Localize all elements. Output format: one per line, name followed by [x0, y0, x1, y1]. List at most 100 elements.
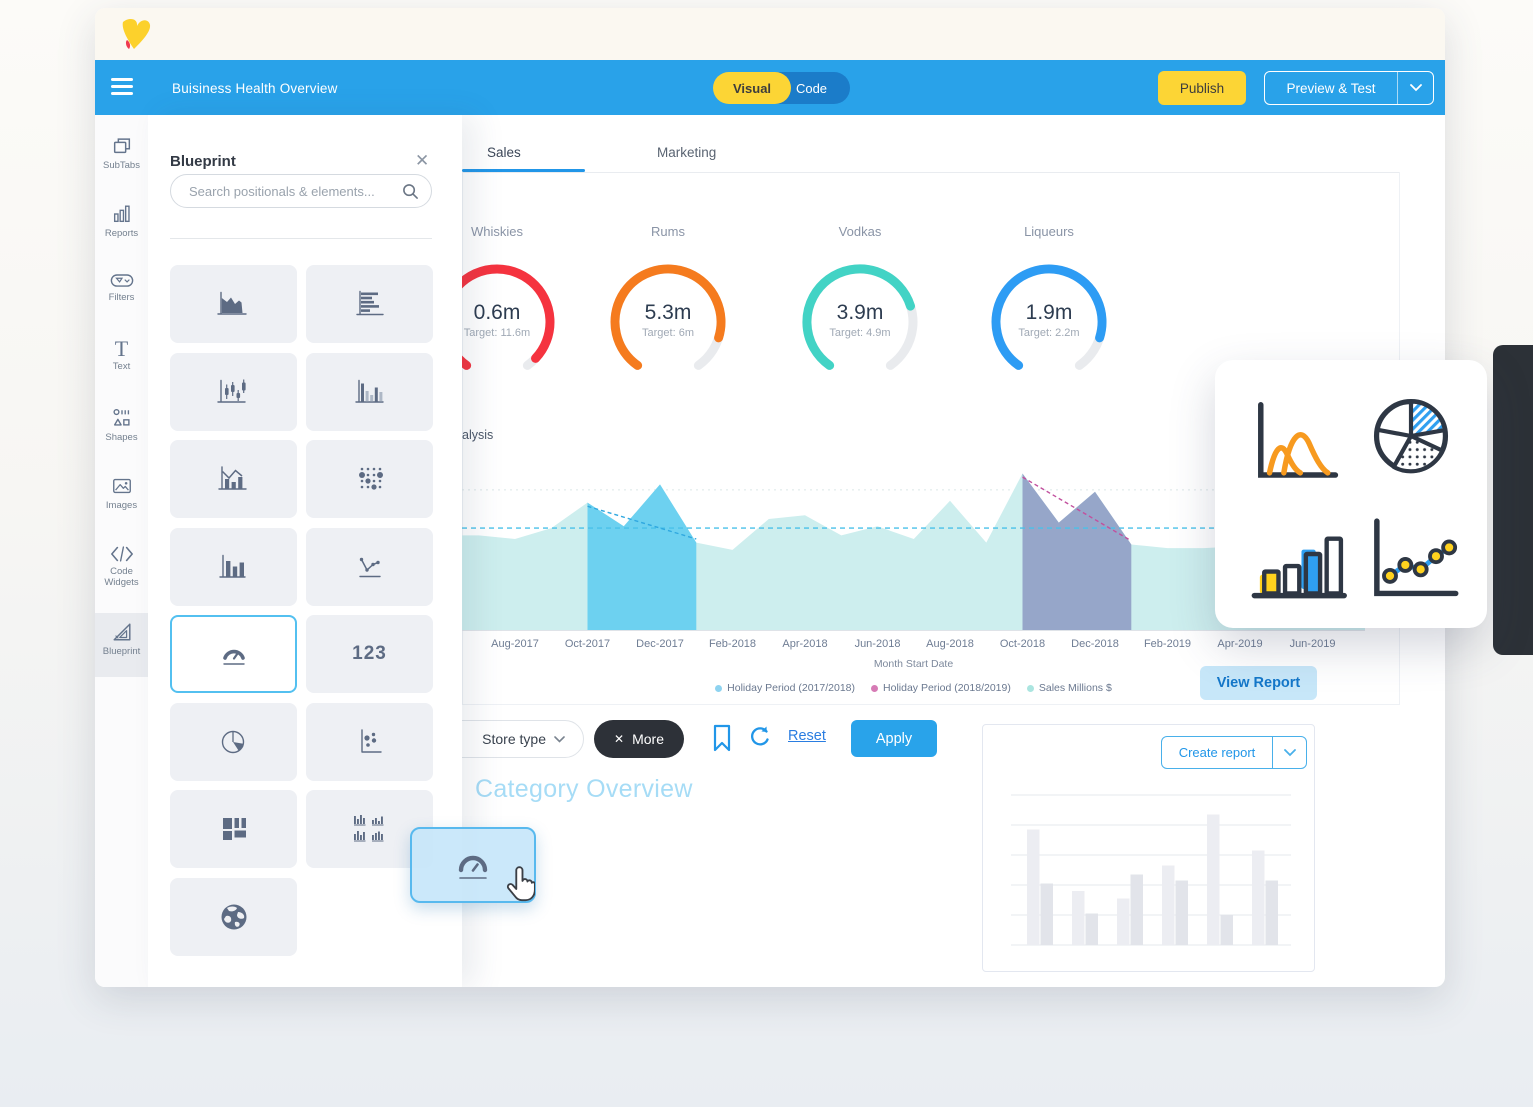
bar-chart-icon: [218, 554, 246, 578]
shapes-icon: [112, 408, 130, 426]
tile-bar-chart[interactable]: [170, 528, 297, 606]
sidebar-item-filters[interactable]: Filters: [95, 265, 148, 327]
area-chart-icon: [216, 291, 247, 315]
tab-marketing[interactable]: Marketing: [657, 145, 717, 160]
sidebar-item-blueprint[interactable]: Blueprint: [95, 613, 148, 677]
sales-area-chart[interactable]: [462, 448, 1365, 630]
panel-divider: [170, 238, 432, 239]
more-label: More: [632, 731, 664, 747]
sidebar-label: Images: [105, 500, 138, 511]
tile-column-chart[interactable]: [306, 353, 433, 431]
search-input[interactable]: [187, 182, 402, 200]
sidebar-item-text[interactable]: T Text: [95, 333, 148, 395]
gauge-target: Target: 2.2m: [1018, 327, 1080, 339]
sidebar-item-code-widgets[interactable]: Code Widgets: [95, 537, 148, 611]
code-toggle-label: Code: [795, 80, 828, 96]
sidebar-item-shapes[interactable]: Shapes: [95, 401, 148, 463]
images-icon: [112, 478, 131, 494]
chart-legend: Holiday Period (2017/2018) Holiday Period…: [462, 682, 1365, 694]
x-tick-label: Dec-2017: [636, 638, 684, 650]
tabs-divider: [462, 172, 1400, 173]
tile-treemap[interactable]: [170, 790, 297, 868]
tile-candlestick-chart[interactable]: [170, 353, 297, 431]
gauge-title: Liqueurs: [1024, 224, 1074, 239]
tile-pie-chart[interactable]: [170, 703, 297, 781]
x-tick-label: Aug-2018: [926, 638, 974, 650]
horizontal-bar-chart-icon: [355, 290, 384, 316]
treemap-icon: [222, 818, 246, 840]
preview-test-button[interactable]: Preview & Test: [1264, 71, 1434, 105]
gauge-title: Whiskies: [470, 224, 524, 239]
panel-title: Blueprint: [170, 153, 236, 170]
x-tick-label: Oct-2017: [564, 638, 611, 650]
sidebar-label: Code Widgets: [104, 566, 139, 588]
sidebar-label: Shapes: [105, 432, 138, 443]
gauge-target: Target: 4.9m: [829, 327, 891, 339]
gauge-value: 0.6m: [473, 301, 521, 324]
panel-close-icon[interactable]: ✕: [415, 151, 430, 170]
sidebar-item-subtabs[interactable]: SubTabs: [95, 129, 148, 191]
tile-line-chart[interactable]: [306, 528, 433, 606]
refresh-icon[interactable]: [747, 724, 773, 750]
sidebar-label: Reports: [104, 228, 139, 239]
gauge-liqueurs[interactable]: 1.9m Target: 2.2m: [984, 257, 1114, 387]
chart-icons-card: [1215, 360, 1487, 628]
view-report-button[interactable]: View Report: [1200, 666, 1317, 700]
tile-numeric[interactable]: 123: [306, 615, 433, 693]
sidebar-item-images[interactable]: Images: [95, 469, 148, 531]
x-axis-title: Month Start Date: [873, 658, 954, 670]
x-tick-label: Jun-2018: [854, 638, 901, 650]
line-chart-icon: [358, 557, 381, 578]
create-report-label: Create report: [1178, 745, 1256, 760]
create-report-chevron[interactable]: [1272, 737, 1306, 768]
store-type-label: Store type: [482, 731, 546, 747]
gauge-rums[interactable]: 5.3m Target: 6m: [603, 257, 733, 387]
gauge-vodkas[interactable]: 3.9m Target: 4.9m: [795, 257, 925, 387]
globe-icon: [221, 904, 246, 930]
legend-label: Holiday Period (2017/2018): [727, 682, 856, 694]
category-report-card: Create report: [982, 724, 1315, 972]
small-multiples-icon: [353, 815, 383, 842]
window-top-strip: [95, 8, 1445, 60]
sidebar-label: Blueprint: [102, 646, 141, 657]
gauge-value: 3.9m: [836, 301, 884, 324]
publish-button[interactable]: Publish: [1158, 71, 1246, 105]
tab-sales[interactable]: Sales: [487, 145, 521, 160]
subtabs-icon: [113, 138, 130, 154]
category-overview-heading: Category Overview: [475, 775, 693, 803]
tile-map[interactable]: [170, 878, 297, 956]
tile-gauge[interactable]: [170, 615, 297, 693]
tile-scatter-plot[interactable]: [306, 703, 433, 781]
tile-horizontal-bar-chart[interactable]: [306, 265, 433, 343]
sidebar-label: Text: [112, 361, 131, 372]
hamburger-menu-icon[interactable]: [111, 78, 133, 99]
bookmark-icon[interactable]: [712, 724, 732, 752]
visual-toggle[interactable]: Visual: [713, 72, 791, 104]
tile-dot-matrix[interactable]: [306, 440, 433, 518]
gauge-icon: [222, 649, 245, 665]
preview-dropdown-chevron[interactable]: [1397, 72, 1433, 104]
x-tick-label: Apr-2019: [1217, 638, 1263, 650]
pie-chart-icon: [1373, 398, 1449, 474]
x-tick-label: Jun-2019: [1289, 638, 1336, 650]
apply-button[interactable]: Apply: [851, 720, 937, 757]
hand-cursor: [506, 866, 535, 902]
numeric-icon: 123: [352, 643, 387, 664]
create-report-button[interactable]: Create report: [1161, 736, 1307, 769]
apply-label: Apply: [875, 730, 913, 747]
candlestick-chart-icon: [216, 379, 246, 403]
tile-area-chart[interactable]: [170, 265, 297, 343]
sidebar-item-reports[interactable]: Reports: [95, 197, 148, 259]
more-filters-button[interactable]: ✕ More: [594, 720, 684, 758]
tile-combo-chart[interactable]: [170, 440, 297, 518]
x-tick-label: Apr-2018: [782, 638, 828, 650]
distribution-chart-icon: [1258, 402, 1339, 478]
dark-panel-edge: [1493, 345, 1533, 655]
x-tick-label: Feb-2019: [1143, 638, 1192, 650]
element-search[interactable]: [170, 174, 432, 208]
gauge-target: Target: 11.6m: [463, 327, 531, 339]
active-tab-underline: [462, 169, 585, 172]
reset-link[interactable]: Reset: [788, 728, 826, 744]
text-icon: T: [114, 336, 129, 361]
x-tick-label: Oct-2018: [999, 638, 1046, 650]
